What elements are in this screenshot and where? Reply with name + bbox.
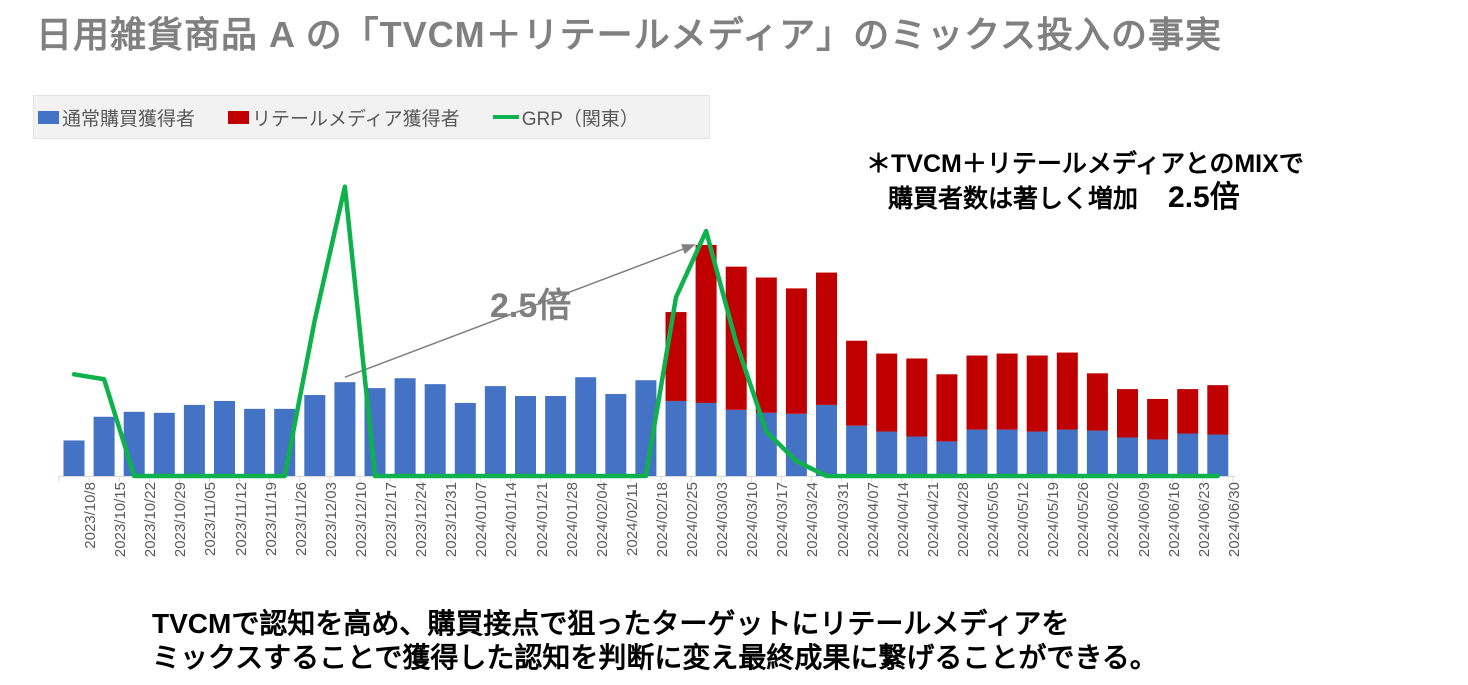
bar-normal-buyers (183, 404, 205, 476)
note-line2: 購買者数は著しく増加 2.5倍 (866, 181, 1304, 216)
bar-normal-buyers (725, 409, 747, 476)
bar-retail-media (695, 244, 717, 403)
bar-retail-media (1177, 389, 1199, 434)
bar-retail-media (1117, 389, 1138, 438)
bar-normal-buyers (816, 404, 837, 476)
bar-normal-buyers (214, 400, 235, 476)
multiplier-arrow (344, 244, 696, 378)
bar-retail-media (665, 312, 687, 401)
bar-normal-buyers (1026, 431, 1048, 476)
bar-retail-media (1147, 398, 1169, 440)
note-line1: ＊TVCM＋リテールメディアとのMIXで (866, 150, 1304, 178)
bar-retail-media (906, 358, 928, 437)
chart-canvas (58, 184, 1236, 482)
bar-retail-media (1207, 385, 1229, 435)
retail-media-buyers-swatch-icon (228, 110, 250, 124)
bar-retail-media (996, 353, 1018, 430)
bar-normal-buyers (454, 402, 476, 476)
bar-normal-buyers (695, 402, 717, 476)
bar-retail-media (1056, 352, 1078, 430)
bar-retail-media (755, 277, 777, 413)
caption-line2: ミックスすることで獲得した認知を判断に変え最終成果に繋げることができる。 (152, 642, 1158, 673)
caption-line1: TVCMで認知を高め、購買接点で狙ったターゲットにリテールメディアを (152, 608, 1070, 639)
bar-normal-buyers (244, 408, 266, 476)
multiplier-label: 2.5倍 (490, 287, 572, 325)
note-line2-text: 購買者数は著しく増加 (888, 185, 1139, 213)
bar-normal-buyers (1207, 434, 1229, 476)
bar-normal-buyers (304, 395, 326, 476)
bar-retail-media (816, 272, 837, 405)
bar-normal-buyers (996, 429, 1018, 476)
legend-item-normal-buyers: 通常購買獲得者 (38, 104, 195, 131)
note-annotation: ＊TVCM＋リテールメディアとのMIXで 購買者数は著しく増加 2.5倍 (866, 147, 1304, 216)
bar-normal-buyers (1177, 433, 1199, 476)
legend-item-retail-media-buyers: リテールメディア獲得者 (228, 104, 460, 131)
bar-retail-media (876, 353, 898, 432)
legend-label-grp: GRP（関東） (521, 108, 639, 130)
bar-normal-buyers (785, 413, 807, 476)
bar-normal-buyers (484, 386, 506, 476)
bar-normal-buyers (846, 425, 868, 476)
bar-normal-buyers (1117, 437, 1138, 476)
bar-normal-buyers (334, 382, 356, 476)
bar-normal-buyers (575, 377, 597, 476)
bar-normal-buyers (1147, 439, 1169, 476)
bar-normal-buyers (424, 384, 446, 476)
normal-buyers-swatch-icon (38, 110, 59, 124)
x-axis: 2023/10/8 2023/10/15 2023/10/22 2023/10/29 2… (82, 482, 1243, 558)
legend-label-normal-buyers: 通常購買獲得者 (62, 108, 196, 130)
bar-normal-buyers (394, 378, 416, 476)
bar-normal-buyers (936, 441, 958, 476)
bar-normal-buyers (545, 396, 567, 476)
bar-normal-buyers (153, 412, 175, 476)
bar-normal-buyers (123, 411, 145, 476)
bar-retail-media (846, 340, 868, 426)
bar-normal-buyers (1086, 430, 1108, 476)
bar-retail-media (1026, 355, 1048, 432)
bar-normal-buyers (966, 429, 988, 476)
bar-retail-media (1086, 373, 1108, 431)
bar-normal-buyers (665, 400, 687, 476)
bar-normal-buyers (63, 440, 85, 476)
chart-title: 日用雑貨商品 A の「TVCM＋リテールメディア」のミックス投入の事実 (36, 14, 1223, 55)
grp-line (71, 184, 1221, 479)
bar-normal-buyers (755, 412, 777, 476)
bar-normal-buyers (93, 416, 115, 476)
legend-item-grp: GRP（関東） (492, 104, 639, 131)
grp-line-swatch-icon (492, 115, 519, 119)
bar-normal-buyers (1056, 429, 1078, 476)
bar-normal-buyers (515, 396, 536, 476)
bar-retail-media (785, 288, 807, 414)
bar-normal-buyers (605, 394, 627, 476)
bar-normal-buyers (906, 436, 928, 476)
bar-retail-media (936, 374, 958, 442)
legend: 通常購買獲得者 リテールメディア獲得者 GRP（関東） (33, 95, 710, 139)
legend-label-retail-media-buyers: リテールメディア獲得者 (252, 108, 460, 130)
stacked-bar-chart: 2023/10/8 2023/10/15 2023/10/22 2023/10/29 2… (58, 160, 1243, 605)
note-multiplier: 2.5倍 (1168, 181, 1240, 214)
bar-retail-media (966, 355, 988, 430)
bar-normal-buyers (876, 431, 898, 476)
caption: TVCMで認知を高め、購買接点で狙ったターゲットにリテールメディアを ミックスす… (152, 607, 1158, 675)
